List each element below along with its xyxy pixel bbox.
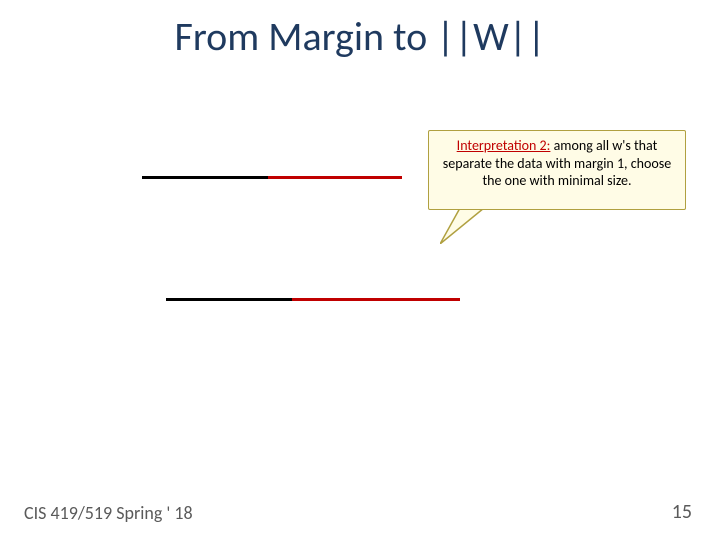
- slide: From Margin to ||W|| Interpretation 2: a…: [0, 0, 720, 540]
- rule-black-2: [166, 298, 292, 301]
- footer-page-number: 15: [672, 500, 692, 524]
- callout-label: Interpretation 2:: [457, 137, 551, 154]
- callout-interpretation-2: Interpretation 2: among all w's that sep…: [428, 130, 686, 210]
- rule-black-1: [142, 176, 268, 179]
- rule-red-2: [292, 298, 460, 301]
- slide-title: From Margin to ||W||: [0, 12, 720, 61]
- rule-red-1: [268, 176, 402, 179]
- footer-course: CIS 419/519 Spring ' 18: [24, 502, 193, 524]
- callout-tail-icon: [440, 208, 484, 244]
